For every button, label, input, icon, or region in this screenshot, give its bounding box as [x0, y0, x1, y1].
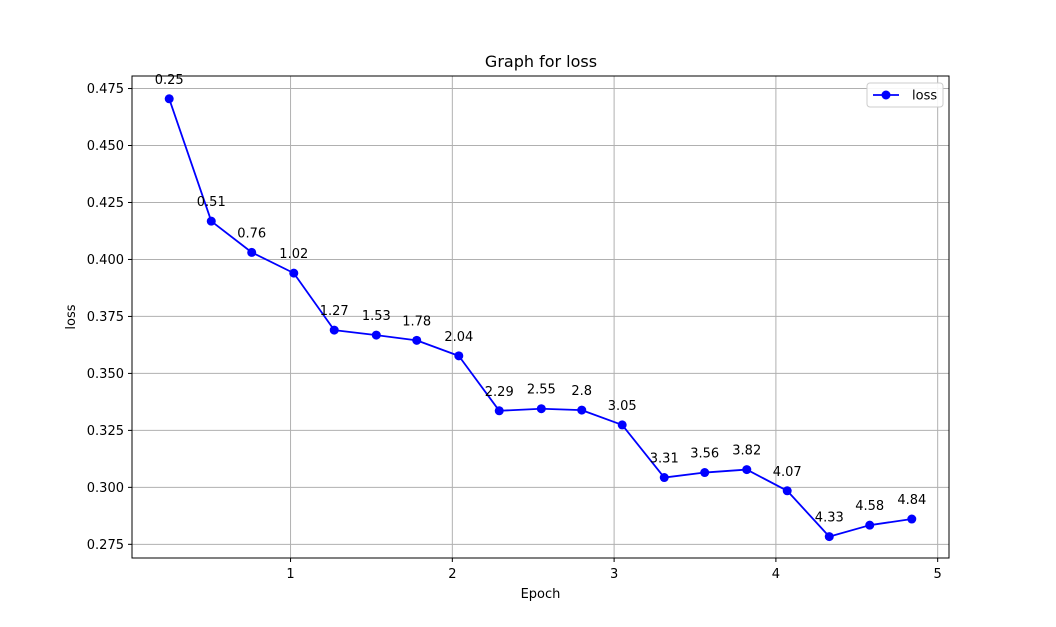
data-point [617, 420, 627, 430]
legend-box [866, 82, 944, 108]
data-label: 3.31 [650, 452, 679, 467]
data-label: 4.07 [773, 465, 802, 480]
data-label: 3.05 [608, 399, 637, 414]
grid-lines [132, 76, 949, 558]
legend-label: loss [912, 89, 937, 104]
data-point [289, 268, 299, 278]
data-point [782, 486, 792, 496]
x-tick-label: 4 [772, 567, 780, 582]
data-point [371, 330, 381, 340]
data-point [454, 351, 464, 361]
y-tick-label: 0.475 [87, 82, 124, 97]
data-label: 4.58 [855, 499, 884, 514]
data-point [700, 468, 710, 478]
data-point [494, 406, 504, 416]
y-tick-label: 0.275 [87, 538, 124, 553]
x-tick-label: 3 [610, 567, 618, 582]
data-label: 3.82 [732, 444, 761, 459]
data-label: 2.29 [485, 385, 514, 400]
data-label: 1.27 [320, 304, 349, 319]
y-axis-label: loss [64, 304, 79, 329]
x-tick-label: 1 [286, 567, 294, 582]
data-point [206, 216, 216, 226]
data-point [412, 335, 422, 345]
axis-ticks: 1 2 3 4 5 0.275 0.300 0.325 0.350 0.375 0.400 0.425… [87, 82, 942, 582]
y-tick-label: 0.450 [87, 139, 124, 154]
data-label: 2.04 [444, 330, 473, 345]
data-point [164, 94, 174, 104]
data-label: 2.8 [571, 384, 592, 399]
y-tick-label: 0.350 [87, 367, 124, 382]
data-label: 4.33 [815, 511, 844, 526]
data-point [577, 405, 587, 415]
data-label: 3.56 [690, 447, 719, 462]
data-label: 2.55 [527, 383, 556, 398]
plot-frame [131, 75, 950, 559]
data-point [659, 473, 669, 483]
data-point [536, 404, 546, 414]
series-layer: 0.25 0.51 0.76 1.02 1.27 1.53 1.78 2.04 2.29 2.55… [155, 73, 926, 542]
legend: loss [866, 82, 944, 108]
data-label: 0.76 [237, 226, 266, 241]
y-tick-label: 0.325 [87, 424, 124, 439]
legend-marker [881, 90, 891, 100]
data-point [742, 465, 752, 475]
data-point [824, 532, 834, 542]
data-label: 4.84 [897, 493, 926, 508]
data-point [247, 247, 257, 257]
data-label: 0.51 [197, 195, 226, 210]
data-point [865, 520, 875, 530]
data-label: 1.78 [402, 314, 431, 329]
y-tick-label: 0.300 [87, 481, 124, 496]
data-label: 1.53 [362, 309, 391, 324]
x-tick-label: 5 [934, 567, 942, 582]
x-tick-label: 2 [448, 567, 456, 582]
y-tick-label: 0.375 [87, 310, 124, 325]
x-axis-label: Epoch [521, 587, 561, 602]
y-tick-label: 0.425 [87, 196, 124, 211]
data-label: 1.02 [279, 247, 308, 262]
data-label: 0.25 [155, 73, 184, 88]
chart-title: Graph for loss [485, 52, 597, 71]
y-tick-label: 0.400 [87, 253, 124, 268]
data-point [329, 325, 339, 335]
data-point [907, 514, 917, 524]
